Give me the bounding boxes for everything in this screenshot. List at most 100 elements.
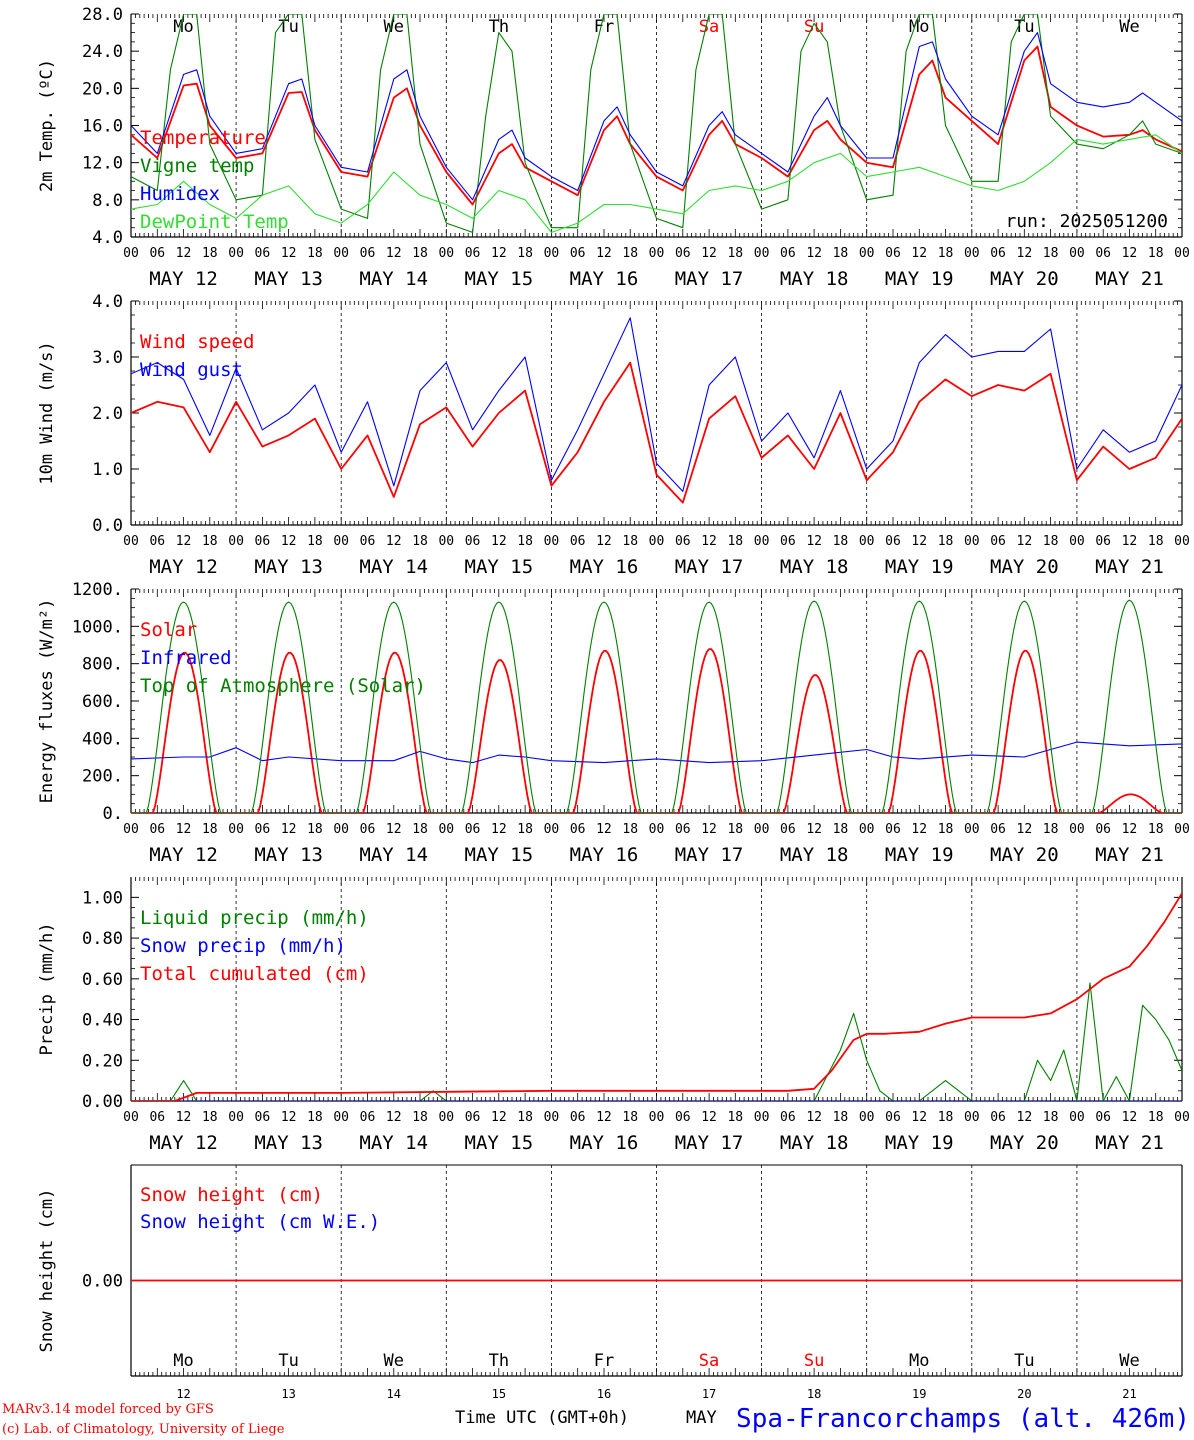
day-name: Fr <box>594 17 614 37</box>
hour-tick-label: 12 <box>491 534 507 549</box>
hour-tick-label: 18 <box>517 534 533 549</box>
hour-tick-label: 12 <box>806 246 822 261</box>
hour-tick-label: 18 <box>412 822 428 837</box>
y-tick-label: 0.0 <box>92 516 123 536</box>
hour-tick-label: 00 <box>649 534 665 549</box>
hour-tick-label: 06 <box>570 822 586 837</box>
hour-tick-label: 12 <box>1122 1110 1138 1125</box>
hour-tick-label: 06 <box>885 1110 901 1125</box>
hour-tick-label: 06 <box>360 822 376 837</box>
hour-tick-label: 18 <box>1148 246 1164 261</box>
hour-tick-label: 00 <box>754 246 770 261</box>
hour-tick-label: 00 <box>228 534 244 549</box>
hour-tick-label: 18 <box>202 1110 218 1125</box>
hour-tick-label: 00 <box>438 246 454 261</box>
date-label: MAY 19 <box>885 268 954 290</box>
x-minor-ticks-top <box>130 301 1183 309</box>
series-wind-gust <box>131 317 1182 492</box>
hour-tick-label: 06 <box>990 534 1006 549</box>
date-label: MAY 13 <box>254 844 323 866</box>
hour-tick-label: 06 <box>255 822 271 837</box>
hour-tick-label: 06 <box>990 1110 1006 1125</box>
legend-infrared: Infrared <box>140 647 232 669</box>
y-tick-label: 800. <box>82 655 123 675</box>
hour-tick-label: 06 <box>149 246 165 261</box>
day-number: 21 <box>1122 1387 1136 1401</box>
hour-tick-label: 00 <box>544 534 560 549</box>
hour-tick-label: 06 <box>885 534 901 549</box>
hour-tick-label: 12 <box>1122 822 1138 837</box>
hour-tick-label: 12 <box>386 534 402 549</box>
hour-tick-label: 12 <box>1017 1110 1033 1125</box>
hour-tick-label: 12 <box>806 1110 822 1125</box>
hour-tick-label: 12 <box>911 246 927 261</box>
panel-wind: 0.0 1.0 2.0 3.0 4.0 10m Wind (m/s) 00 06 12 18 MAY… <box>37 292 1190 578</box>
hour-tick-label: 18 <box>622 246 638 261</box>
hour-tick-label: 18 <box>517 246 533 261</box>
date-label: MAY 17 <box>675 268 744 290</box>
chart-panels: 4.0 8.0 12.0 16.0 20.0 24.0 28.0 2m Temp. (ºC) M… <box>37 5 1190 1401</box>
hour-tick-label: 18 <box>1043 246 1059 261</box>
series-wind-speed <box>131 361 1182 504</box>
date-label: MAY 16 <box>570 844 639 866</box>
series-dewpoint-temp <box>131 134 1182 233</box>
x-minor-ticks-bottom <box>130 229 1183 237</box>
hour-tick-label: 18 <box>412 534 428 549</box>
legend-liquid-precip-mm-h-: Liquid precip (mm/h) <box>140 907 369 929</box>
hour-tick-label: 12 <box>701 534 717 549</box>
legend-wind-gust: Wind gust <box>140 359 243 381</box>
legend-top-of-atmosphere-solar-: Top of Atmosphere (Solar) <box>140 675 426 697</box>
hour-tick-label: 12 <box>596 1110 612 1125</box>
hour-tick-label: 00 <box>1069 246 1085 261</box>
panel-energy: 0. 200. 400. 600. 800. 1000. 1200. Energy fluxe… <box>37 580 1190 866</box>
day-name: Sa <box>699 1351 719 1371</box>
y-tick-label: 2.0 <box>92 404 123 424</box>
series-total-cumulated-cm- <box>131 892 1182 1101</box>
hour-tick-label: 12 <box>491 1110 507 1125</box>
hour-tick-label: 06 <box>780 1110 796 1125</box>
series-group <box>131 317 1182 504</box>
date-label: MAY 21 <box>1095 556 1164 578</box>
legend-vigne-temp: Vigne temp <box>140 155 254 177</box>
date-label: MAY 13 <box>254 268 323 290</box>
hour-tick-label: 00 <box>123 534 139 549</box>
xaxis-title: Time UTC (GMT+0h) <box>455 1408 629 1428</box>
hour-tick-label: 18 <box>412 1110 428 1125</box>
day-name: Tu <box>278 1351 298 1371</box>
date-label: MAY 20 <box>990 1132 1059 1154</box>
y-tick-label: 4.0 <box>92 228 123 248</box>
hour-tick-label: 06 <box>465 822 481 837</box>
hour-tick-label: 06 <box>675 246 691 261</box>
series-group <box>131 14 1182 233</box>
day-name: Mo <box>173 17 193 37</box>
hour-tick-label: 12 <box>806 822 822 837</box>
hour-tick-label: 06 <box>885 246 901 261</box>
hour-tick-label: 12 <box>911 1110 927 1125</box>
hour-tick-label: 12 <box>1017 822 1033 837</box>
legend-solar: Solar <box>140 619 197 641</box>
hour-tick-label: 12 <box>701 1110 717 1125</box>
hour-tick-label-end: 00 <box>1174 246 1190 261</box>
hour-tick-label: 12 <box>911 822 927 837</box>
day-name: Tu <box>1014 1351 1034 1371</box>
hour-tick-label: 18 <box>412 246 428 261</box>
hour-tick-label: 12 <box>386 1110 402 1125</box>
hour-tick-label: 00 <box>123 1110 139 1125</box>
hour-tick-label: 12 <box>281 246 297 261</box>
day-number: 13 <box>281 1387 295 1401</box>
hour-tick-label: 00 <box>649 822 665 837</box>
day-name: We <box>384 1351 404 1371</box>
date-label: MAY 16 <box>570 268 639 290</box>
hour-tick-label: 06 <box>465 1110 481 1125</box>
day-number: 14 <box>387 1387 401 1401</box>
hour-tick-label: 06 <box>780 822 796 837</box>
hour-tick-label: 12 <box>176 822 192 837</box>
hour-tick-label: 18 <box>622 1110 638 1125</box>
hour-tick-label: 18 <box>938 1110 954 1125</box>
hour-tick-label: 18 <box>517 1110 533 1125</box>
hour-tick-label: 18 <box>833 246 849 261</box>
hour-tick-label: 12 <box>1122 534 1138 549</box>
legend-wind-speed: Wind speed <box>140 331 254 353</box>
hour-tick-label: 18 <box>938 534 954 549</box>
hour-tick-label: 18 <box>833 1110 849 1125</box>
